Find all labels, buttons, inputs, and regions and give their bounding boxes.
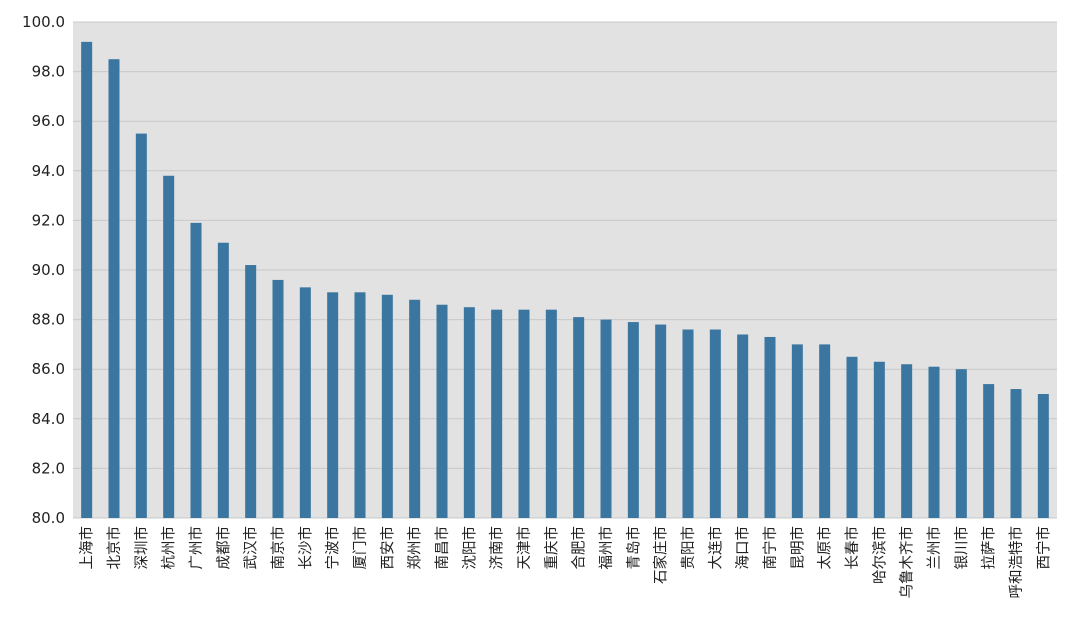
bar (764, 336, 776, 518)
y-tick-label: 80.0 (32, 509, 65, 527)
bar (819, 344, 831, 518)
bar (682, 329, 694, 518)
bar (709, 329, 721, 518)
bar (518, 309, 530, 518)
bar (928, 366, 940, 518)
bar (81, 41, 93, 519)
x-category-label: 南京市 (270, 526, 287, 570)
x-category-label: 太原市 (817, 526, 834, 570)
bar (573, 317, 585, 518)
x-category-label: 长沙市 (297, 526, 314, 570)
y-tick-label: 90.0 (32, 261, 65, 279)
bar (545, 309, 557, 518)
bar (873, 361, 885, 518)
x-category-label: 福州市 (598, 526, 615, 570)
x-category-label: 呼和浩特市 (1008, 526, 1025, 599)
bar (135, 133, 147, 518)
bar (354, 292, 366, 518)
bar (245, 265, 257, 518)
x-category-label: 昆明市 (789, 526, 806, 570)
x-category-label: 贵阳市 (680, 526, 697, 570)
x-category-label: 青岛市 (625, 526, 642, 570)
x-category-label: 厦门市 (352, 526, 369, 570)
bar (955, 369, 967, 518)
bar (272, 279, 284, 518)
bars (81, 41, 1049, 519)
x-category-label: 银川市 (953, 526, 970, 570)
bar (327, 292, 339, 518)
y-tick-label: 88.0 (32, 311, 65, 329)
x-category-label: 天津市 (516, 526, 533, 570)
x-category-label: 上海市 (79, 526, 96, 570)
bar (108, 59, 120, 518)
bar (491, 309, 503, 518)
x-category-label: 长春市 (844, 526, 861, 570)
bar (901, 364, 913, 518)
bar (217, 242, 229, 518)
y-tick-label: 96.0 (32, 112, 65, 130)
x-axis-labels: 上海市 北京市 深圳市 杭州市 广州市 成都市 武汉市 南京市 长沙市 宁波市 厦门市 西安市 郑州市南… (79, 526, 1053, 599)
bar (463, 307, 475, 518)
x-category-label: 武汉市 (243, 526, 260, 570)
y-tick-label: 84.0 (32, 410, 65, 428)
bar (655, 324, 667, 518)
x-category-label: 海口市 (735, 526, 752, 570)
x-category-label: 郑州市 (407, 526, 424, 570)
x-category-label: 宁波市 (325, 526, 342, 570)
y-tick-label: 82.0 (32, 459, 65, 477)
x-category-label: 西宁市 (1035, 526, 1052, 570)
y-tick-label: 94.0 (32, 162, 65, 180)
bar (1037, 394, 1049, 518)
bar (846, 356, 858, 518)
y-tick-label: 98.0 (32, 63, 65, 81)
x-category-label: 济南市 (489, 526, 506, 570)
x-category-label: 哈尔滨市 (871, 526, 888, 584)
bar (163, 175, 175, 518)
bar (983, 384, 995, 518)
bar (381, 294, 393, 518)
x-category-label: 大连市 (707, 526, 724, 570)
x-category-label: 石家庄市 (652, 526, 670, 584)
y-axis-ticks: 80.0 82.0 84.0 86.0 88.0 90.0 92.0 94.0 96.0 98.0… (22, 13, 65, 527)
y-tick-label: 92.0 (32, 211, 65, 229)
bar (409, 299, 421, 518)
bar (299, 287, 311, 518)
gridlines (73, 21, 1057, 519)
x-category-label: 兰州市 (926, 526, 943, 570)
x-category-label: 合肥市 (571, 526, 588, 570)
bar (1010, 389, 1022, 518)
x-category-label: 南宁市 (762, 526, 779, 570)
y-tick-label: 100.0 (22, 13, 65, 31)
bar (737, 334, 749, 518)
bar (791, 344, 803, 518)
y-tick-label: 86.0 (32, 360, 65, 378)
x-category-label: 拉萨市 (981, 526, 998, 570)
x-category-label: 西安市 (379, 526, 396, 570)
x-category-label: 广州市 (188, 526, 205, 570)
x-category-label: 南昌市 (434, 526, 451, 570)
bar (436, 304, 448, 518)
bar (600, 319, 612, 518)
bar (627, 322, 639, 518)
x-category-label: 北京市 (106, 526, 123, 570)
x-category-label: 杭州市 (161, 526, 178, 570)
x-category-label: 沈阳市 (461, 526, 478, 570)
x-category-label: 成都市 (215, 526, 232, 570)
x-category-label: 重庆市 (543, 526, 560, 570)
x-category-label: 乌鲁木齐市 (899, 526, 916, 599)
bar (190, 222, 202, 518)
x-category-label: 深圳市 (133, 526, 150, 570)
